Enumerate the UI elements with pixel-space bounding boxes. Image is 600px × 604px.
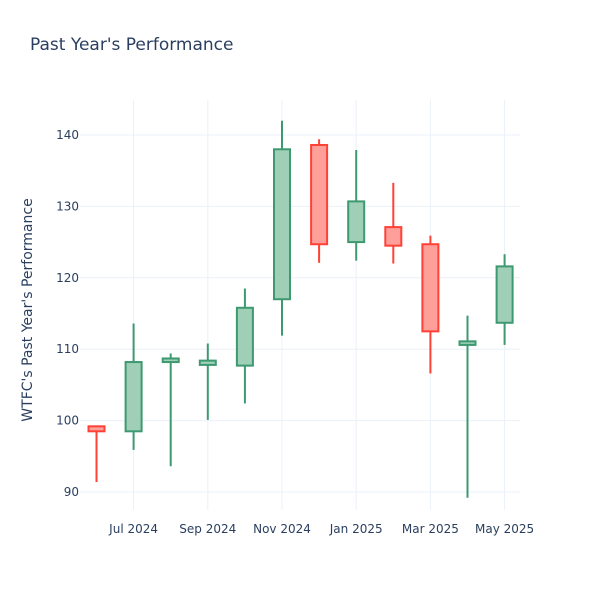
x-tick-label: May 2025 (475, 522, 534, 536)
x-tick-label: Jul 2024 (108, 522, 158, 536)
candle-dec-2024 (310, 139, 329, 263)
x-axis-ticks: Jul 2024 Sep 2024 Nov 2024 Jan 2025 Mar 2025… (108, 522, 534, 536)
candle-body (124, 361, 143, 433)
y-tick-label: 120 (56, 271, 79, 285)
candle-body (87, 425, 106, 433)
candle-feb-2025 (384, 182, 403, 264)
candle-may-2025 (495, 254, 514, 345)
candle-body (347, 200, 366, 244)
y-axis-ticks: 90 100 110 120 130 140 (56, 128, 79, 499)
candle-body (161, 357, 180, 364)
y-tick-label: 110 (56, 342, 79, 356)
chart-title: Past Year's Performance (30, 35, 234, 55)
candle-aug-2024 (161, 353, 180, 467)
candles (87, 120, 514, 498)
candle-jan-2025 (347, 149, 366, 261)
x-tick-label: Nov 2024 (253, 522, 311, 536)
candle-body (235, 306, 254, 367)
candle-body (458, 340, 477, 346)
y-tick-label: 100 (56, 414, 79, 428)
x-tick-label: Jan 2025 (329, 522, 383, 536)
candle-body (310, 143, 329, 246)
x-tick-label: Sep 2024 (179, 522, 236, 536)
y-tick-label: 130 (56, 199, 79, 213)
candle-body (384, 226, 403, 247)
candle-body (273, 148, 291, 301)
candle-nov-2024 (273, 120, 291, 336)
candle-oct-2024 (235, 288, 254, 404)
candle-sep-2024 (198, 343, 217, 420)
candle-mar-2025 (421, 235, 440, 374)
candle-body (495, 265, 514, 324)
y-tick-label: 90 (64, 485, 79, 499)
candle-body (421, 243, 440, 333)
x-tick-label: Mar 2025 (402, 522, 459, 536)
candle-body (198, 359, 217, 366)
y-tick-label: 140 (56, 128, 79, 142)
candle-apr-2025 (458, 315, 477, 498)
candle-jul-2024 (124, 323, 143, 450)
y-axis-title: WTFC's Past Year's Performance (20, 198, 36, 421)
candle-jun-2024 (87, 425, 106, 483)
